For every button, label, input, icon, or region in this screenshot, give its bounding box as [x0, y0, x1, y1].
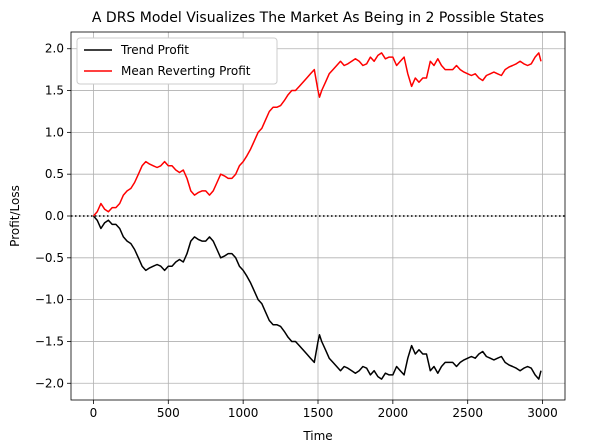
- y-tick-label: −2.0: [35, 376, 64, 390]
- legend: Trend Profit Mean Reverting Profit: [76, 37, 278, 85]
- y-tick-label: 0.0: [45, 209, 64, 223]
- y-tick-label: −0.5: [35, 251, 64, 265]
- x-tick-label: 2500: [452, 406, 483, 420]
- x-tick-label: 1000: [228, 406, 259, 420]
- y-tick-label: 0.5: [45, 167, 64, 181]
- y-tick-label: −1.5: [35, 334, 64, 348]
- x-tick-label: 1500: [303, 406, 334, 420]
- y-axis-ticks: −2.0 −1.5 −1.0 −0.5 0.0 0.5 1.0 1.5 2.0: [35, 42, 71, 390]
- y-tick-label: 1.5: [45, 84, 64, 98]
- y-tick-label: 1.0: [45, 125, 64, 139]
- chart-title: A DRS Model Visualizes The Market As Bei…: [92, 10, 544, 26]
- legend-box: [76, 37, 278, 85]
- y-axis-label: Profit/Loss: [8, 185, 22, 247]
- x-tick-label: 500: [157, 406, 180, 420]
- x-axis-ticks: 0 500 1000 1500 2000 2500 3000: [90, 400, 558, 420]
- legend-label-mean-reverting-profit: Mean Reverting Profit: [121, 64, 251, 78]
- series-line-trend-profit: [92, 215, 542, 380]
- legend-label-trend-profit: Trend Profit: [120, 43, 189, 57]
- x-axis-label: Time: [302, 429, 332, 443]
- x-tick-label: 0: [90, 406, 98, 420]
- y-tick-label: 2.0: [45, 42, 64, 56]
- x-tick-label: 2000: [378, 406, 409, 420]
- y-tick-label: −1.0: [35, 293, 64, 307]
- series-line-mean-reverting-profit: [92, 52, 542, 217]
- series-lines: [92, 52, 542, 380]
- x-tick-label: 3000: [527, 406, 558, 420]
